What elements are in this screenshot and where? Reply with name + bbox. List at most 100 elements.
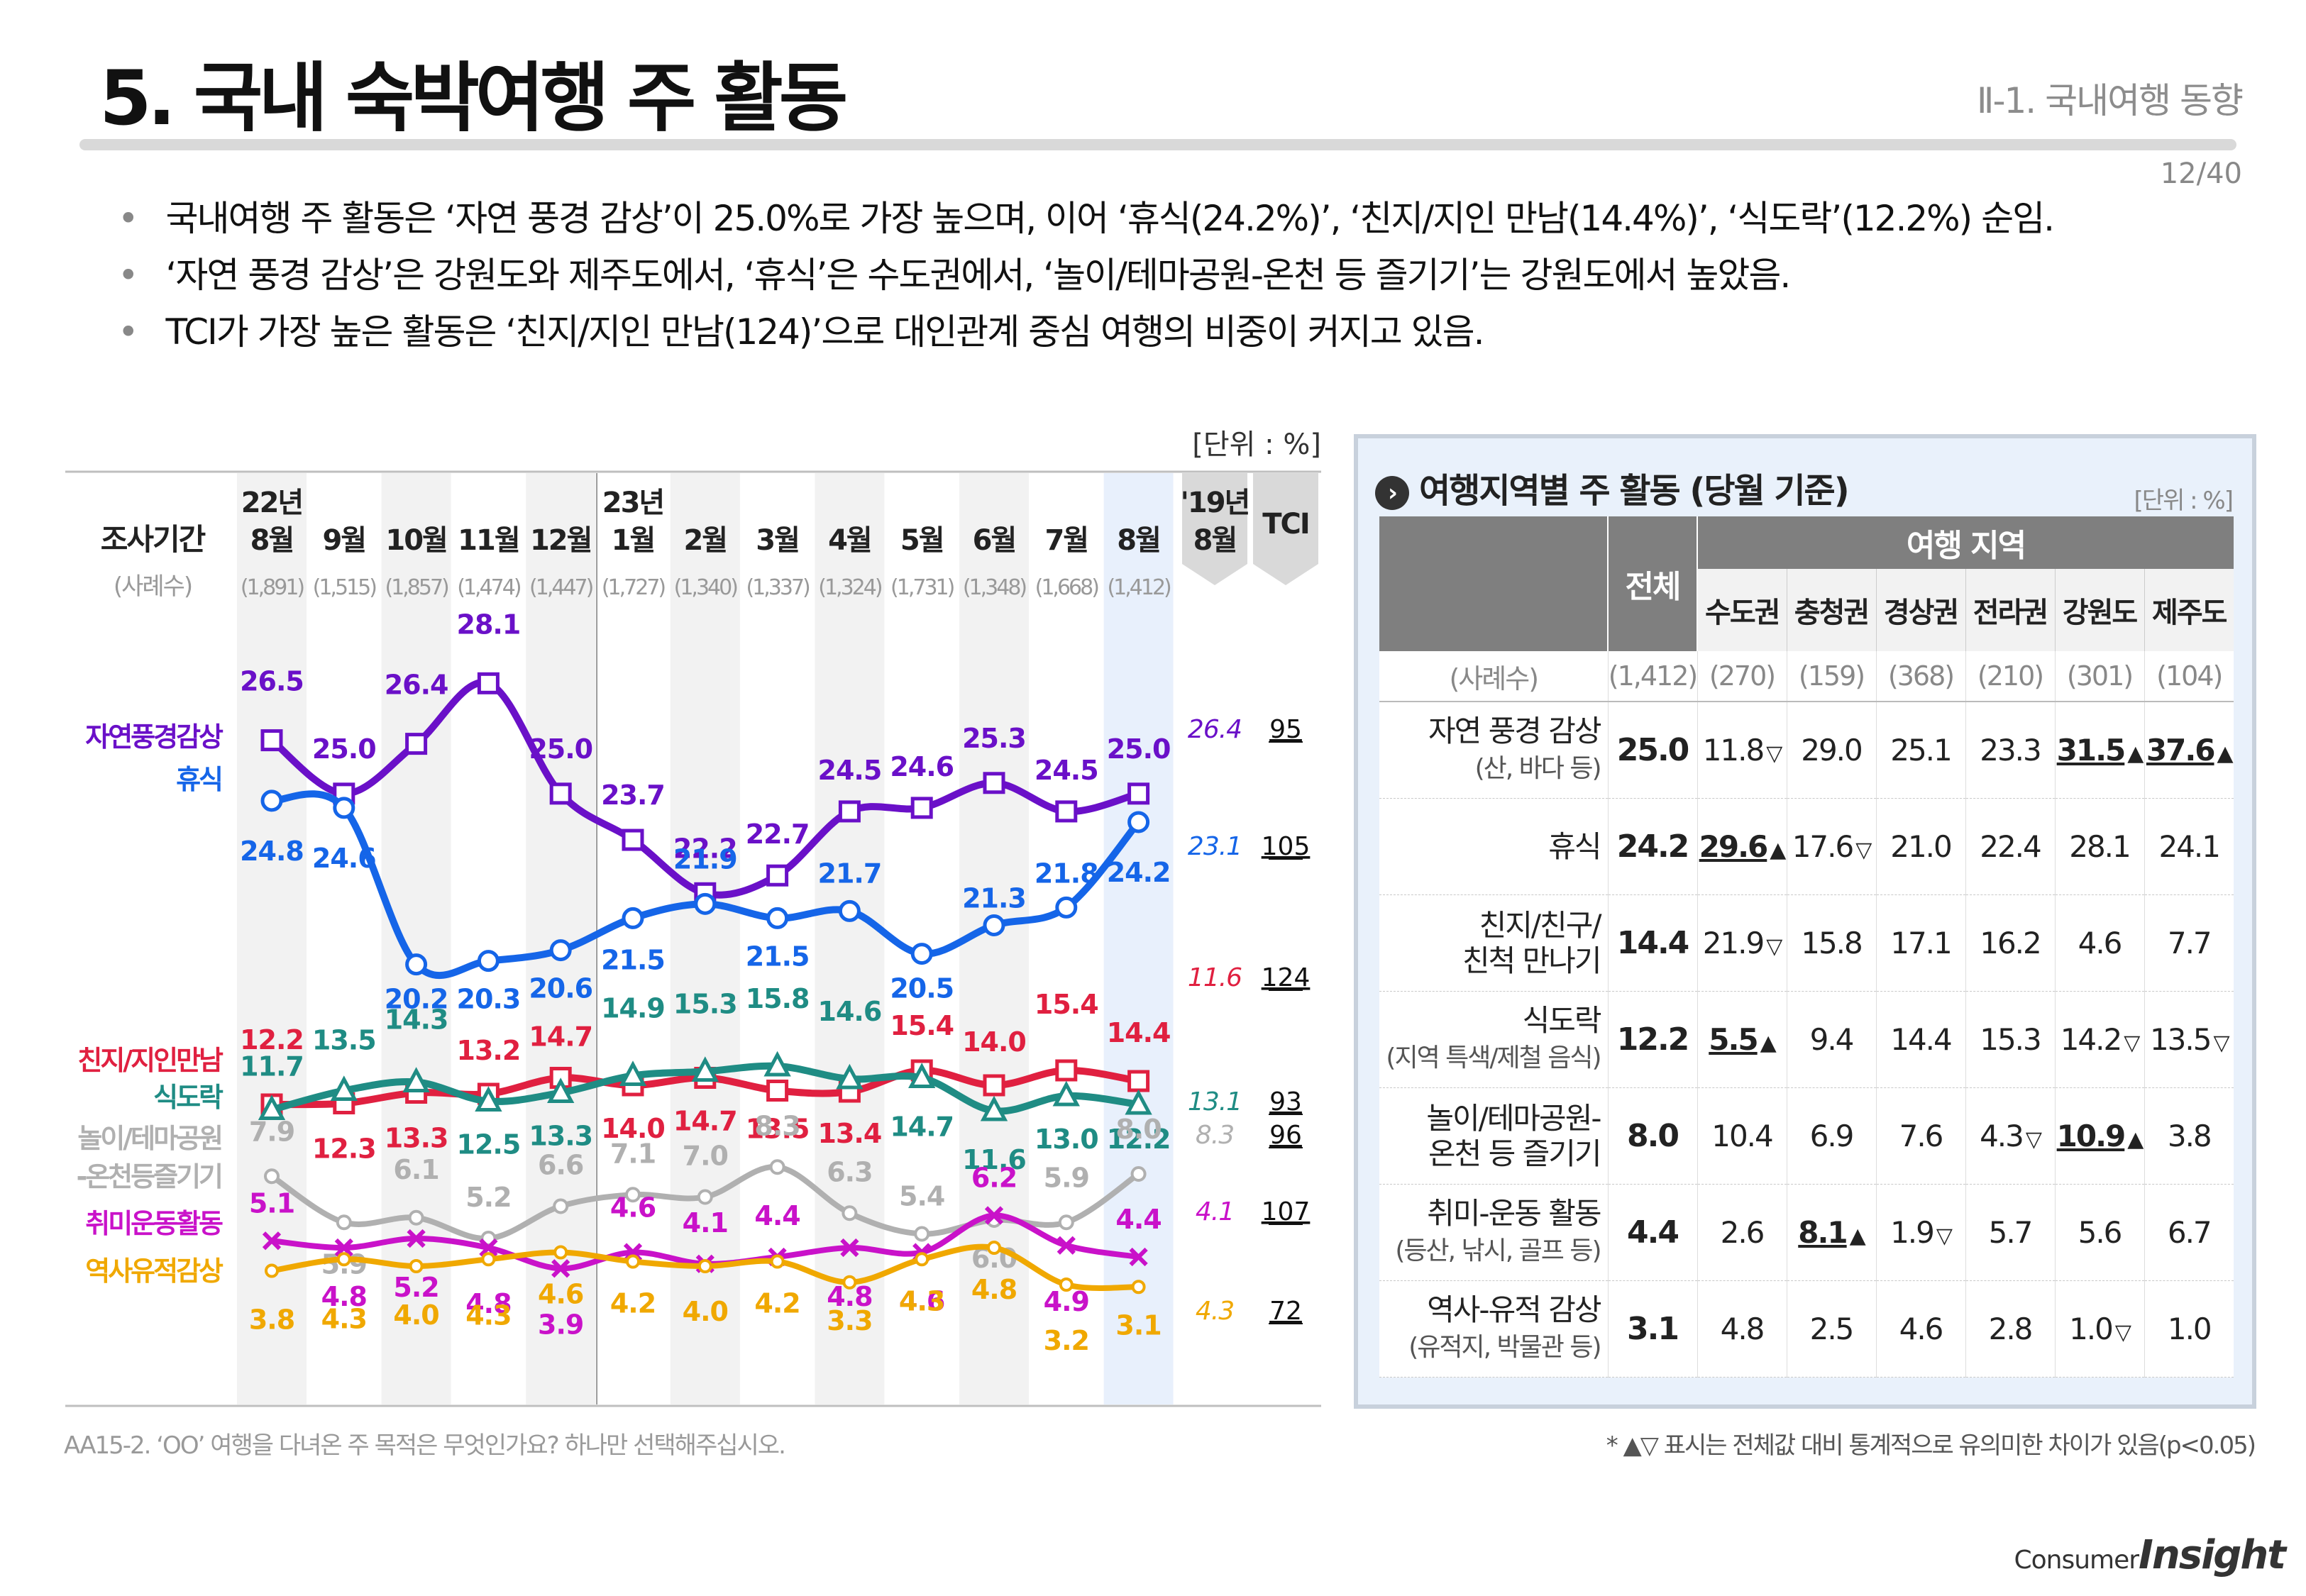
data-point [553,1245,568,1260]
data-point [697,1189,713,1205]
data-label: 21.8 [1035,858,1098,889]
data-point [262,1231,282,1251]
value-cell: 10.9 ▲ [2054,1087,2144,1185]
series-name: 역사유적감상 [85,1256,224,1287]
data-point [1058,1214,1074,1231]
data-label: 12.2 [240,1024,304,1055]
data-label: 4.3 [321,1303,367,1334]
cell-value: 10.9 [2056,1119,2126,1153]
data-point [766,864,789,887]
value-cell: 6.9 [1786,1087,1876,1185]
row-label: 휴식 [1379,798,1608,895]
value-cell: 25.1 [1875,702,1965,799]
data-label: 7.9 [249,1116,294,1147]
data-label: 13.0 [1035,1124,1098,1155]
down-triangle-icon: ▽ [1855,838,1872,863]
data-point [838,800,861,823]
month-column-bg [237,473,307,1404]
sample-size: (1,337) [746,575,810,600]
row-label: 조사기간 [101,522,206,557]
data-label: 5.1 [249,1187,294,1219]
data-label: 4.8 [321,1281,367,1312]
data-label: 4.4 [754,1200,800,1231]
cell-value: 1.0 [2167,1312,2212,1346]
data-point [481,1252,496,1267]
region-header: 충청권 [1786,569,1876,651]
value-cell: 6.7 [2144,1184,2234,1281]
data-point [551,1259,570,1278]
cell-value: 5.5 [1709,1022,1758,1057]
month-label: 3월 [756,524,799,557]
data-label: 6.1 [393,1154,438,1185]
row-label: 취미-운동 활동 (등산, 낚시, 골프 등) [1379,1184,1608,1281]
sample-size: (1,348) [963,575,1027,600]
data-label: 23.7 [601,780,665,811]
data-label: 21.9 [673,843,737,875]
up-triangle-icon: ▲ [1849,1224,1866,1248]
data-point [622,829,644,851]
series-name: 취미운동활동 [85,1208,223,1239]
cell-value: 16.2 [1980,926,2042,960]
value-cell: 3.8 [2144,1087,2234,1185]
value-cell: 5.7 [1965,1184,2055,1281]
sample-size-row: (사례수) (1,412) (270) (159) (368) (210) (301) (10… [1379,651,2234,702]
down-triangle-icon: ▽ [2124,1031,2140,1055]
row-sublabel: (지역 특색/제철 음식) [1386,1043,1601,1073]
cell-value: 11.8 [1702,733,1765,767]
value-cell: 4.3 ▽ [1965,1087,2055,1185]
total-cell: 3.1 [1607,1280,1697,1378]
data-label: 5.9 [1044,1162,1089,1193]
data-label: 13.3 [529,1121,592,1152]
ref-value: 4.3 [1196,1297,1234,1326]
data-point [547,1077,575,1103]
row-sublabel: (산, 바다 등) [1474,754,1602,783]
up-triangle-icon: ▲ [2127,1127,2144,1152]
month-label: 8월 [1117,524,1160,557]
value-cell: 29.0 [1786,702,1876,799]
data-label: 4.8 [971,1274,1017,1305]
month-column-bg [670,473,740,1404]
data-point [475,1086,502,1112]
sample-size: (1,727) [602,575,666,600]
month-label: 11월 [458,524,519,557]
table-row: 역사-유적 감상 (유적지, 박물관 등) 3.1 4.8 2.5 4.6 2.8 1.0 ▽ 1… [1379,1280,2234,1378]
data-point [622,907,644,929]
data-point [619,1060,647,1086]
data-label: 14.7 [529,1021,592,1053]
data-point [915,1252,929,1267]
data-point [402,1067,430,1092]
data-point [625,1187,641,1203]
data-point [908,1063,936,1088]
cell-value: 9.4 [1809,1022,1855,1057]
data-point [836,1063,864,1090]
table-row: 친지/친구/친척 만나기 14.4 21.9 ▽ 15.8 17.1 16.2 4.6 7.7 [1379,894,2234,992]
month-column-bg [742,473,812,1404]
value-cell: 24.1 [2144,798,2234,895]
month-column-bg [1103,473,1174,1404]
panel-unit: [단위 : %] [2134,487,2234,515]
data-label: 3.1 [1115,1309,1161,1341]
ref-value: 26.4 [1188,715,1242,744]
data-label: 7.1 [610,1138,656,1169]
region-header: 수도권 [1697,569,1787,651]
data-point [258,1095,286,1120]
up-triangle-icon: ▲ [1770,838,1786,863]
data-point [260,729,283,752]
cell-value: 3.8 [2167,1119,2212,1153]
data-label: 12.5 [457,1129,521,1160]
month-label: 2월 [683,524,727,557]
data-label: 5.4 [899,1181,944,1212]
ref-header: '19년 [1181,487,1249,519]
up-triangle-icon: ▲ [1760,1031,1777,1055]
month-label: 4월 [828,524,871,557]
row-sublabel: (등산, 낚시, 골프 등) [1395,1236,1601,1265]
n-cell: (368) [1875,651,1965,702]
data-point [1055,896,1078,919]
total-cell: 25.0 [1607,702,1697,799]
month-column-bg [887,473,957,1404]
data-label: 15.4 [890,1010,954,1041]
cell-value: 17.1 [1890,926,1953,960]
data-point [330,1075,358,1101]
value-cell: 15.8 [1786,894,1876,992]
cell-value: 25.1 [1890,733,1953,767]
